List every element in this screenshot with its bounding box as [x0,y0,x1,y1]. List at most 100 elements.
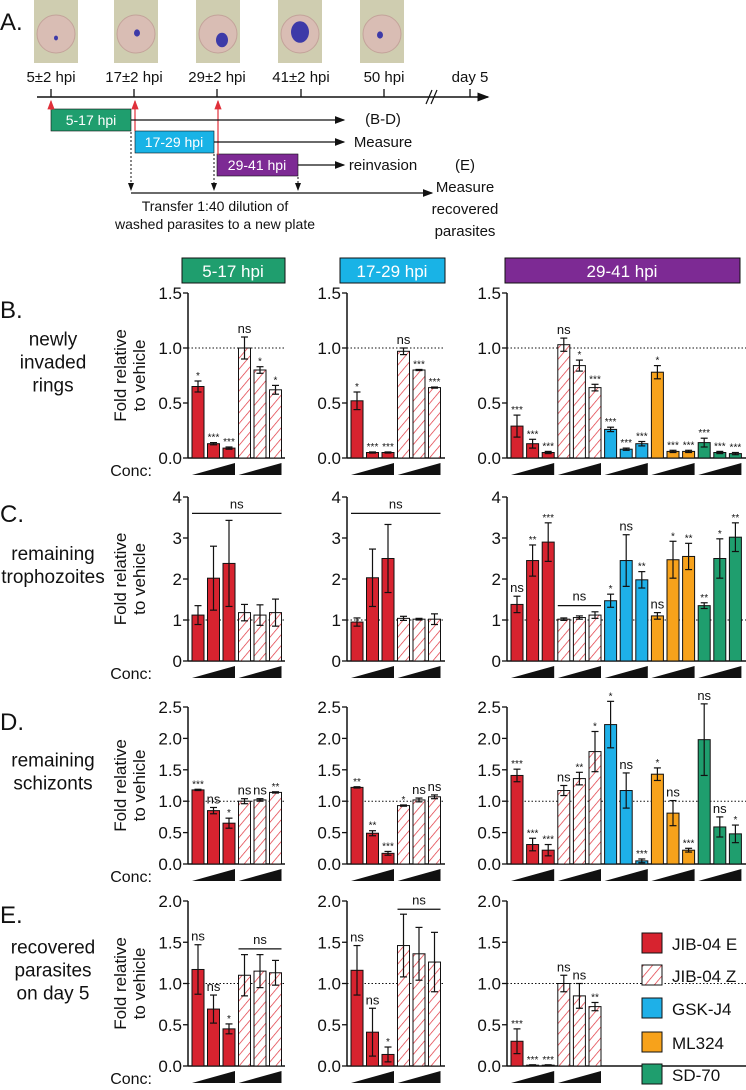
bar [557,983,571,1067]
significance-stars: * [402,795,406,806]
significance-label: ns [713,801,727,816]
bar [412,799,426,865]
y-tick-label: 1.0 [158,339,182,358]
column-header-label: 17-29 hpi [357,262,428,281]
panel-letter-d: D. [0,709,24,736]
y-tick-label: 0.5 [477,1016,501,1035]
bar [269,389,282,459]
row-label: parasites [14,961,91,982]
y-tick-label: 1.5 [477,933,501,952]
bar [428,387,441,459]
significance-stars: ** [700,593,708,604]
timepoint-label: 29±2 hpi [188,69,245,86]
significance-stars: *** [683,838,695,849]
row-label: invaded [20,353,87,374]
concentration-wedge [511,666,555,678]
concentration-wedge [192,869,235,881]
concentration-wedge [351,869,394,881]
label-line: (E) [455,157,475,174]
y-tick-label: 1.5 [477,761,501,780]
significance-label: ns [557,770,571,785]
y-tick-label: 2.5 [477,698,501,717]
bar [238,800,251,865]
significance-stars: * [227,1014,231,1025]
timepoint-label: 17±2 hpi [105,69,162,86]
red-blood-cell [36,14,76,54]
window-label: 17-29 hpi [145,134,203,150]
timepoint-label: 50 hpi [364,69,405,86]
significance-label: ns [389,496,403,511]
y-axis-label-line: Fold relative [111,739,130,832]
significance-stars: *** [511,405,523,416]
y-tick-label: 1.5 [317,284,341,303]
label-line: reinvasion [349,157,417,174]
bar [397,350,410,459]
bar [510,774,524,865]
y-tick-label: 0.0 [317,449,341,468]
micrograph [114,0,158,63]
significance-stars: *** [542,513,554,524]
micrograph [278,0,322,63]
legend-item-sd70: SD-70 [641,1063,720,1085]
legend-swatch [641,1063,663,1085]
significance-label: ns [619,757,633,772]
bar [650,371,664,459]
column-header-29-41 [504,257,741,284]
label-line: Transfer 1:40 dilution of [142,198,289,214]
y-tick-label: 2 [332,570,341,589]
y-tick-label: 0.0 [477,1057,501,1076]
window-label: 5-17 hpi [66,112,117,128]
concentration-wedge [698,666,742,678]
y-tick-label: 2.0 [158,892,182,911]
y-tick-label: 1.5 [317,761,341,780]
significance-stars: *** [620,438,632,449]
bar [238,347,251,459]
legend-item-jib04z: JIB-04 Z [641,964,736,986]
bar [269,791,282,865]
significance-label: ns [191,929,205,944]
significance-stars: *** [527,828,539,839]
row-label: remaining [11,544,94,565]
legend-label: SD-70 [672,1066,720,1085]
red-arrows [47,99,222,155]
y-tick-label: 0.0 [158,1057,182,1076]
significance-stars: * [733,815,737,826]
panel-letter-a: A. [0,9,23,36]
axis-break-icon [425,89,438,105]
y-tick-label: 1.5 [158,933,182,952]
significance-label: ns [428,779,442,794]
bar [588,387,602,459]
column-header-label: 5-17 hpi [202,262,263,281]
concentration-wedge [397,1071,441,1083]
row-label: newly [29,330,78,351]
bar [253,369,267,459]
significance-label: ns [238,783,252,798]
y-tick-label: 1.0 [317,339,341,358]
significance-stars: ** [272,782,280,793]
significance-stars: * [577,350,581,361]
measure-arrows [131,116,434,197]
row-label: recovered [11,938,96,959]
y-tick-label: 0.5 [158,394,182,413]
significance-stars: *** [527,1055,539,1066]
measure-reinvasion-label: (B-D) Measure reinvasion [349,111,417,174]
y-tick-label: 2.0 [477,729,501,748]
significance-label: ns [666,785,680,800]
concentration-wedge [557,666,601,678]
significance-stars: * [609,584,613,595]
bar [350,621,364,662]
significance-label: ns [238,321,252,336]
y-tick-label: 0.5 [477,394,501,413]
significance-stars: *** [714,441,726,452]
bar [350,786,364,865]
legend: JIB-04 E JIB-04 Z GSK-J4 ML324 SD-70 [641,932,737,1085]
significance-stars: ** [685,533,693,544]
row-label: rings [32,376,73,397]
y-tick-label: 2.5 [158,698,182,717]
bar [412,369,426,459]
significance-label: ns [412,892,426,907]
y-tick-label: 0.0 [317,1057,341,1076]
concentration-wedge [604,463,648,475]
y-tick-label: 3 [492,529,501,548]
y-axis-label-line: to vehicle [130,543,149,615]
